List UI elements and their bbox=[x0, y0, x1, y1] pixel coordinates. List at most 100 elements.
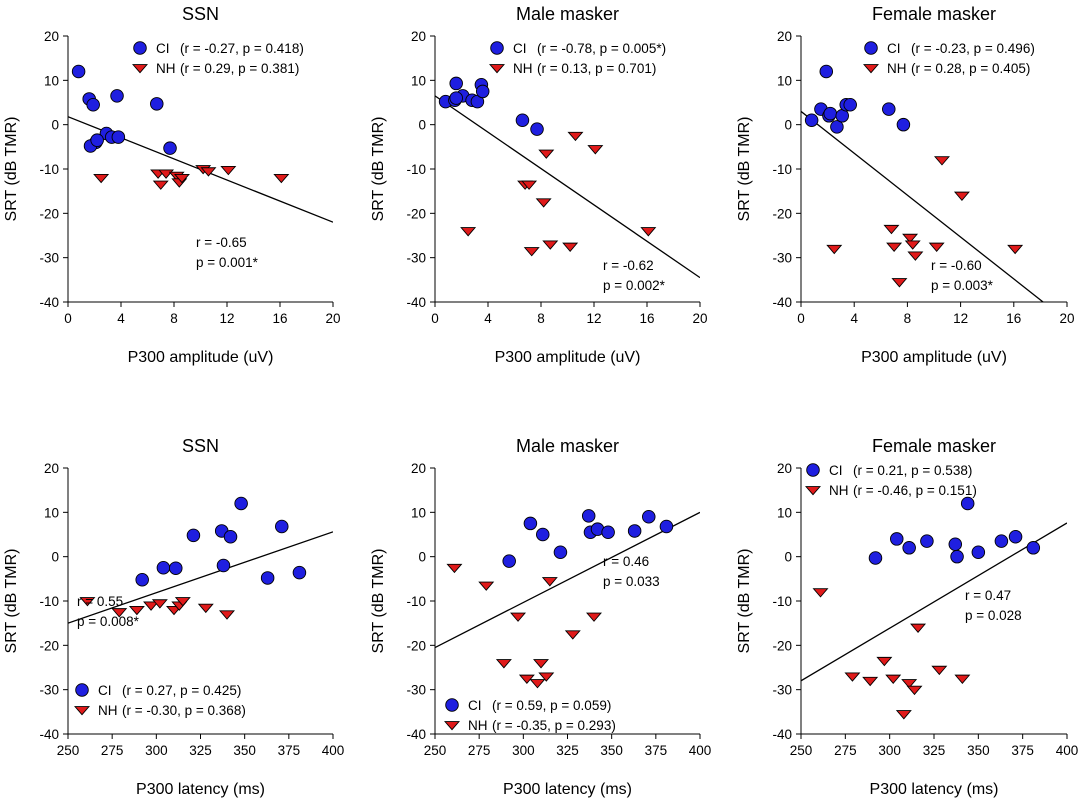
data-point-nh bbox=[173, 173, 190, 184]
legend-stats: (r = -0.46, p = 0.151) bbox=[853, 483, 977, 498]
data-point-nh bbox=[562, 242, 579, 253]
data-point-nh bbox=[535, 198, 552, 208]
data-point-nh bbox=[200, 167, 217, 177]
legend-label: CI bbox=[887, 41, 901, 56]
x-tick-label: 250 bbox=[57, 743, 80, 758]
y-axis-label: SRT (dB TMR) bbox=[736, 117, 753, 222]
data-point-ci bbox=[90, 133, 104, 147]
y-tick-label: -20 bbox=[772, 638, 792, 653]
data-point-nh bbox=[886, 242, 903, 253]
x-tick-label: 350 bbox=[967, 743, 990, 758]
data-point-ci bbox=[581, 509, 596, 523]
data-point-nh bbox=[510, 612, 527, 622]
chart-panel-5: Male masker 250 275 300 325 350 375 400 -40 -30 -2… bbox=[370, 436, 711, 798]
y-tick-label: 20 bbox=[411, 29, 426, 44]
series-ci bbox=[71, 64, 177, 155]
data-point-nh bbox=[640, 227, 657, 237]
data-point-nh bbox=[564, 630, 581, 640]
legend-label: NH bbox=[513, 61, 533, 76]
data-point-nh bbox=[273, 173, 290, 184]
data-point-nh bbox=[111, 608, 128, 618]
legend-marker-ci bbox=[133, 41, 147, 55]
legend-marker-ci bbox=[75, 683, 89, 697]
data-point-ci bbox=[135, 572, 149, 587]
y-tick-label: -20 bbox=[772, 206, 792, 221]
y-axis-label: SRT (dB TMR) bbox=[370, 117, 387, 222]
y-tick-label: -30 bbox=[39, 251, 59, 266]
data-point-nh bbox=[93, 173, 110, 184]
data-point-nh bbox=[567, 131, 584, 142]
series-nh bbox=[826, 156, 1024, 288]
y-tick-label: -10 bbox=[406, 162, 426, 177]
data-point-ci bbox=[553, 545, 568, 559]
series-ci bbox=[868, 496, 1041, 565]
data-point-nh bbox=[478, 581, 495, 591]
correlation-p: p = 0.033 bbox=[603, 574, 660, 589]
legend-label: CI bbox=[468, 698, 482, 713]
correlation-r: r = -0.65 bbox=[196, 235, 247, 250]
data-point-ci bbox=[275, 519, 289, 534]
y-axis-label: SRT (dB TMR) bbox=[3, 117, 20, 222]
x-tick-label: 16 bbox=[639, 311, 654, 326]
legend-marker-ci bbox=[490, 41, 504, 55]
data-point-nh bbox=[904, 240, 921, 250]
data-point-ci bbox=[896, 117, 911, 132]
legend-marker-ci bbox=[864, 41, 878, 55]
legend-stats: (r = 0.28, p = 0.405) bbox=[911, 61, 1030, 76]
data-point-ci bbox=[920, 534, 934, 548]
legend-label: CI bbox=[156, 41, 170, 56]
correlation-p: p = 0.002* bbox=[603, 278, 666, 293]
x-tick-label: 250 bbox=[424, 743, 447, 758]
legend-marker-nh bbox=[805, 486, 821, 496]
data-point-nh bbox=[928, 242, 945, 253]
data-point-nh bbox=[587, 145, 604, 155]
y-tick-label: 20 bbox=[44, 461, 59, 476]
y-tick-label: -40 bbox=[772, 295, 792, 310]
data-point-nh bbox=[446, 563, 463, 574]
y-tick-label: -10 bbox=[39, 594, 59, 609]
y-axis-label: SRT (dB TMR) bbox=[370, 549, 387, 654]
data-point-ci bbox=[110, 89, 124, 103]
data-point-nh bbox=[934, 156, 950, 166]
chart-title: Female masker bbox=[872, 436, 996, 456]
correlation-p: p = 0.028 bbox=[965, 608, 1022, 623]
y-tick-label: 0 bbox=[784, 118, 792, 133]
series-nh bbox=[93, 165, 290, 190]
legend-marker-nh bbox=[863, 64, 879, 74]
data-point-nh bbox=[538, 149, 555, 159]
data-point-nh bbox=[891, 278, 908, 288]
data-point-nh bbox=[460, 227, 477, 237]
x-tick-label: 325 bbox=[923, 743, 946, 758]
legend-stats: (r = 0.13, p = 0.701) bbox=[537, 61, 656, 76]
x-tick-label: 0 bbox=[64, 311, 72, 326]
legend-marker-nh bbox=[489, 64, 505, 74]
data-point-ci bbox=[950, 549, 964, 564]
legend-label: NH bbox=[468, 718, 488, 733]
x-tick-label: 250 bbox=[790, 743, 813, 758]
legend-stats: (r = -0.35, p = 0.293) bbox=[492, 718, 616, 733]
data-point-ci bbox=[823, 106, 838, 121]
x-tick-label: 12 bbox=[219, 311, 234, 326]
x-tick-label: 300 bbox=[145, 743, 168, 758]
data-point-nh bbox=[143, 601, 160, 611]
data-point-ci bbox=[292, 565, 307, 580]
data-point-nh bbox=[907, 251, 924, 261]
y-tick-label: -30 bbox=[39, 683, 59, 698]
series-ci bbox=[502, 509, 674, 568]
x-axis-label: P300 amplitude (uV) bbox=[495, 349, 641, 366]
legend-stats: (r = -0.78, p = 0.005*) bbox=[537, 41, 666, 56]
data-point-ci bbox=[960, 496, 975, 511]
y-tick-label: -30 bbox=[406, 683, 426, 698]
x-axis-label: P300 amplitude (uV) bbox=[861, 349, 1007, 366]
x-tick-label: 16 bbox=[1006, 311, 1021, 326]
y-tick-label: -30 bbox=[772, 251, 792, 266]
data-point-ci bbox=[186, 528, 201, 543]
data-point-ci bbox=[86, 97, 100, 112]
x-axis-label: P300 latency (ms) bbox=[870, 781, 999, 798]
series-nh bbox=[79, 597, 235, 620]
data-point-ci bbox=[1026, 541, 1041, 555]
chart-title: SSN bbox=[182, 436, 219, 456]
legend-stats: (r = 0.59, p = 0.059) bbox=[492, 698, 611, 713]
y-tick-label: 0 bbox=[51, 118, 59, 133]
data-point-ci bbox=[601, 525, 615, 540]
